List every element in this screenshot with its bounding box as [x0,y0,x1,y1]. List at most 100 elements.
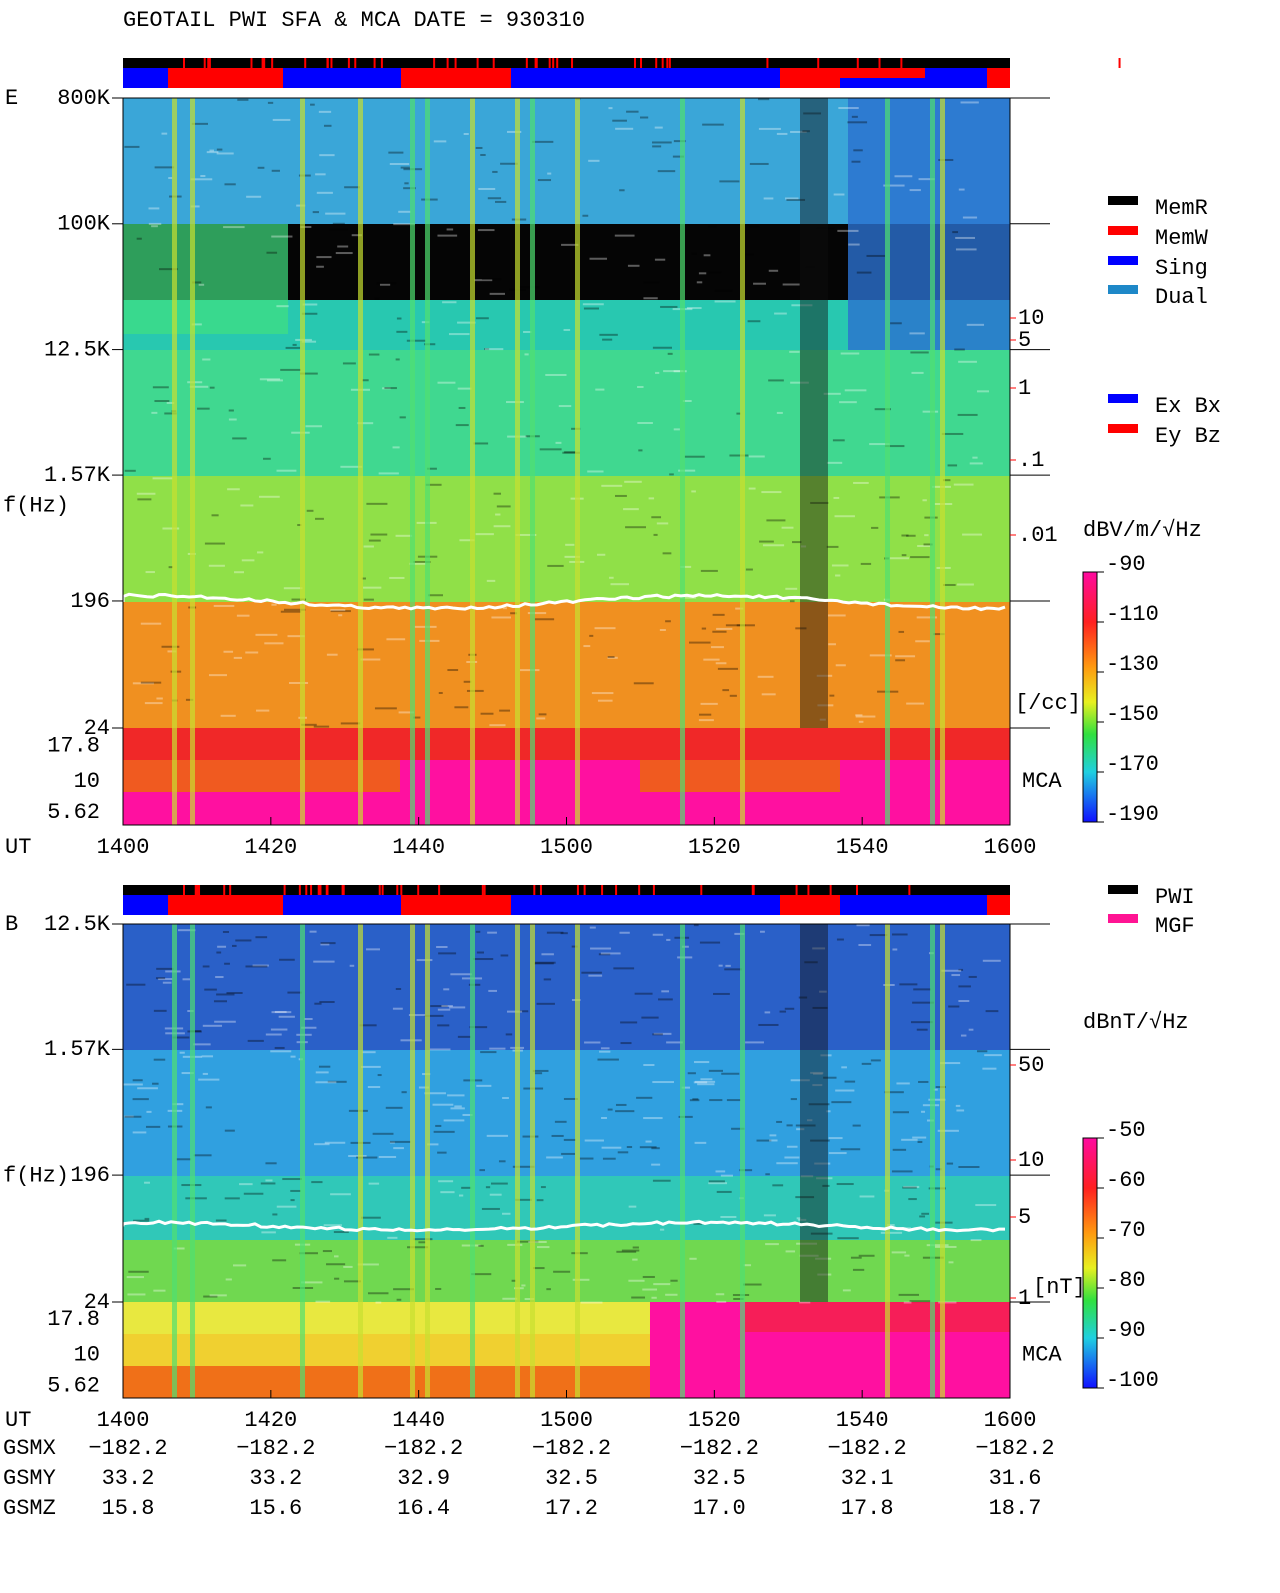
spectrogram-noise [958,1000,970,1003]
spectrogram-noise [826,545,839,548]
density-tick-label: 10 [1018,306,1044,331]
spectrogram-noise [583,645,591,648]
spectrogram-noise [515,533,537,536]
spectrogram-noise [349,964,355,967]
spectrogram-noise [891,1251,907,1254]
status-tick [807,885,810,895]
spectrogram-noise [480,1051,497,1054]
spectrogram-noise [393,223,415,226]
spectrogram-noise [571,945,578,948]
spectrogram-noise [947,464,958,467]
spectrogram-noise [499,709,511,712]
spectrogram-noise [543,978,552,981]
spectrogram-noise [619,189,625,192]
spectrogram-noise [297,524,302,527]
spectrogram-noise [201,1055,214,1058]
status-tick [661,58,664,68]
spectrogram-noise [222,930,230,933]
spectrogram-noise [532,1069,549,1072]
x-tick-label: 1500 [540,1408,593,1433]
spectrogram-noise [599,333,618,336]
spectrogram-noise [955,236,976,239]
spectrogram-noise [438,691,443,694]
spectrogram-noise [642,1275,655,1278]
spectrogram-noise [447,1094,465,1097]
density-tick-label: 5 [1018,1205,1031,1230]
spectrogram-stripe [940,924,945,1398]
spectrogram-noise [152,386,169,389]
spectrogram-noise [546,1156,563,1159]
spectrogram-noise [366,502,388,505]
spectrogram-stripe [410,98,415,825]
spectrogram-noise [360,658,381,661]
spectrogram-noise [894,175,913,178]
orbit-value: 15.6 [249,1496,302,1521]
spectrogram-noise [455,424,469,427]
spectrogram-noise [376,282,397,285]
spectrogram-noise [725,964,731,967]
spectrogram-noise [351,234,362,237]
spectrogram-noise [891,933,908,936]
spectrogram-noise [502,607,507,610]
spectrogram-noise [282,1178,302,1181]
spectrogram-noise [519,669,540,672]
spectrogram-noise [442,301,457,304]
spectrogram-noise [834,515,855,518]
spectrogram-noise [236,614,250,617]
spectrogram-noise [682,399,692,402]
spectrogram-noise [285,346,301,349]
spectrogram-noise [847,121,868,124]
y-tick-label: 100K [57,212,111,237]
spectrogram-noise [948,1005,960,1008]
spectrogram-noise [641,1016,659,1019]
spectrogram-noise [310,103,315,106]
colorbar-tick-label: -110 [1106,602,1159,627]
spectrogram-noise [652,933,664,936]
legend-label: MemR [1155,196,1208,221]
spectrogram-noise [887,1223,895,1226]
spectrogram-noise [152,477,173,480]
spectrogram-noise [667,352,673,355]
spectrogram-noise [700,702,718,705]
spectrogram-noise [615,127,634,130]
spectrogram-noise [985,1010,999,1013]
density-tick-label: 10 [1018,1148,1044,1173]
spectrogram-noise [477,229,495,232]
spectrogram-noise [190,178,213,181]
spectrogram-stripe [930,98,935,825]
spectrogram-stripe [410,924,415,1398]
spectrogram-noise [954,348,965,351]
spectrogram-noise [582,214,589,217]
spectrogram-noise [776,1162,798,1165]
spectrogram-noise [716,627,733,630]
spectrogram-noise [396,317,402,320]
spectrogram-noise [534,618,555,621]
spectrogram-noise [800,545,807,548]
status-tick [196,885,199,895]
legend-swatch [1108,394,1138,403]
spectrogram-noise [161,132,168,135]
spectrogram-noise [715,662,727,665]
status-tick [640,58,643,68]
mode-segment [987,895,1010,915]
spectrogram-noise [856,271,872,274]
spectrogram-noise [812,1006,828,1009]
mode-segment [401,68,511,88]
spectrogram-noise [653,1283,671,1286]
spectrogram-noise [424,1014,444,1017]
spectrogram-noise [962,216,978,219]
spectrogram-noise [691,252,697,255]
spectrogram-noise [337,245,349,248]
spectrogram-noise [785,197,799,200]
spectrogram-noise [934,1245,957,1248]
spectrogram-noise [581,971,602,974]
spectrogram-noise [379,283,391,286]
spectrogram-noise [921,1212,930,1215]
spectrogram-noise [334,1277,340,1280]
colorbar-label: dBnT/√Hz [1083,1010,1189,1035]
spectrogram-noise [363,586,382,589]
spectrogram-noise [708,1180,725,1183]
spectrogram-noise [151,225,158,228]
spectrogram-noise [648,497,655,500]
spectrogram-noise [892,948,898,951]
